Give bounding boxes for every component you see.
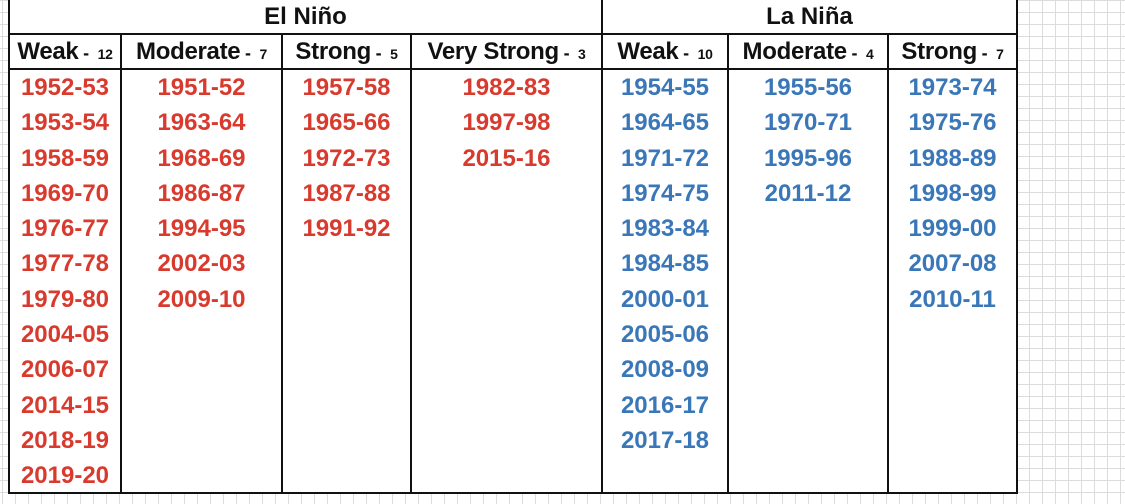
header-el-nino-very-strong: Very Strong - 3 xyxy=(427,38,586,65)
year-cell: 1976-77 xyxy=(20,215,110,243)
year-cell: 1974-75 xyxy=(620,179,710,207)
column-divider xyxy=(120,33,122,494)
header-count: 7 xyxy=(996,46,1004,62)
year-cell: 1999-00 xyxy=(908,215,997,243)
year-cell: 2006-07 xyxy=(20,356,110,384)
year-cell: 2008-09 xyxy=(620,356,710,384)
header-count: 4 xyxy=(865,46,874,62)
header-el-nino-weak: Weak - 12 xyxy=(17,38,113,65)
header-label: Moderate xyxy=(136,38,241,65)
year-cell: 2016-17 xyxy=(620,391,710,419)
header-label: Moderate xyxy=(742,38,848,65)
year-cell: 1951-52 xyxy=(157,74,246,101)
header-label: Strong xyxy=(901,38,977,65)
header-label: Weak xyxy=(17,38,79,65)
year-cell: 1958-59 xyxy=(20,144,110,172)
year-cell: 2011-12 xyxy=(764,179,852,207)
year-cell: 2019-20 xyxy=(20,462,110,490)
year-cell: 1998-99 xyxy=(908,179,997,207)
year-cell: 1982-83 xyxy=(462,74,551,101)
year-cell: 1971-72 xyxy=(620,144,710,172)
year-cell: 2000-01 xyxy=(620,285,710,313)
year-cell: 1969-70 xyxy=(20,179,110,207)
header-count: 10 xyxy=(697,46,713,62)
header-label: Very Strong xyxy=(427,38,559,65)
year-cell: 1994-95 xyxy=(157,215,246,243)
year-cell: 1957-58 xyxy=(302,74,391,101)
header-la-nina-moderate: Moderate - 4 xyxy=(742,38,874,65)
year-cell: 1995-96 xyxy=(763,144,853,172)
year-cell: 2017-18 xyxy=(620,426,710,454)
year-cell: 1972-73 xyxy=(302,144,391,172)
el-nino-very-strong-list: 1982-83 1997-98 2015-16 xyxy=(412,70,601,176)
header-divider xyxy=(8,33,1018,35)
year-cell: 1953-54 xyxy=(20,109,110,137)
header-count: 5 xyxy=(390,46,398,62)
header-count: 7 xyxy=(259,46,267,62)
header-el-nino-strong: Strong - 5 xyxy=(295,38,398,65)
year-cell: 2009-10 xyxy=(157,285,246,313)
year-cell: 1986-87 xyxy=(157,179,246,207)
year-cell: 1975-76 xyxy=(908,109,997,137)
header-label: Strong xyxy=(295,38,371,65)
year-cell: 1984-85 xyxy=(620,250,710,278)
year-cell: 1979-80 xyxy=(20,285,110,313)
year-cell: 1987-88 xyxy=(302,179,391,207)
column-divider xyxy=(410,33,412,494)
la-nina-weak-list: 1954-55 1964-65 1971-72 1974-75 1983-84 1984-… xyxy=(603,70,727,458)
year-cell: 2005-06 xyxy=(620,321,710,349)
year-cell: 2018-19 xyxy=(20,426,110,454)
year-cell: 1965-66 xyxy=(302,109,391,137)
header-count: 3 xyxy=(578,46,586,62)
year-cell: 1968-69 xyxy=(157,144,246,172)
el-nino-weak-list: 1952-53 1953-54 1958-59 1969-70 1976-77 1977-… xyxy=(10,70,120,494)
la-nina-moderate-list: 1955-56 1970-71 1995-96 2011-12 xyxy=(729,70,887,211)
la-nina-strong-list: 1973-74 1975-76 1988-89 1998-99 1999-00 2007-… xyxy=(889,70,1016,317)
year-cell: 1977-78 xyxy=(20,250,110,278)
el-nino-title: El Niño xyxy=(264,3,347,30)
year-cell: 1954-55 xyxy=(620,74,710,101)
group-divider xyxy=(601,0,603,494)
subheader-divider xyxy=(8,68,1018,70)
year-cell: 1991-92 xyxy=(302,215,391,243)
year-cell: 2007-08 xyxy=(908,250,997,278)
column-divider xyxy=(887,33,889,494)
la-nina-title: La Niña xyxy=(766,3,853,30)
column-divider xyxy=(727,33,729,494)
year-cell: 2004-05 xyxy=(20,321,110,349)
header-count: 12 xyxy=(97,46,113,62)
year-cell: 2014-15 xyxy=(20,391,110,419)
year-cell: 2002-03 xyxy=(157,250,246,278)
el-nino-moderate-list: 1951-52 1963-64 1968-69 1986-87 1994-95 2002-… xyxy=(122,70,281,317)
year-cell: 1963-64 xyxy=(157,109,246,137)
column-divider xyxy=(281,33,283,494)
el-nino-strong-list: 1957-58 1965-66 1972-73 1987-88 1991-92 xyxy=(283,70,410,246)
year-cell: 1970-71 xyxy=(763,109,853,137)
year-cell: 1997-98 xyxy=(462,109,551,137)
year-cell: 1983-84 xyxy=(620,215,710,243)
header-label: Weak xyxy=(617,38,679,65)
year-cell: 1955-56 xyxy=(763,74,853,101)
year-cell: 2010-11 xyxy=(909,285,996,313)
table-frame xyxy=(8,0,1018,494)
header-el-nino-moderate: Moderate - 7 xyxy=(136,38,267,65)
year-cell: 1952-53 xyxy=(20,74,110,101)
header-la-nina-weak: Weak - 10 xyxy=(617,38,713,65)
year-cell: 1964-65 xyxy=(620,109,710,137)
year-cell: 2015-16 xyxy=(462,144,551,172)
year-cell: 1988-89 xyxy=(908,144,997,172)
year-cell: 1973-74 xyxy=(908,74,997,101)
header-la-nina-strong: Strong - 7 xyxy=(901,38,1004,65)
